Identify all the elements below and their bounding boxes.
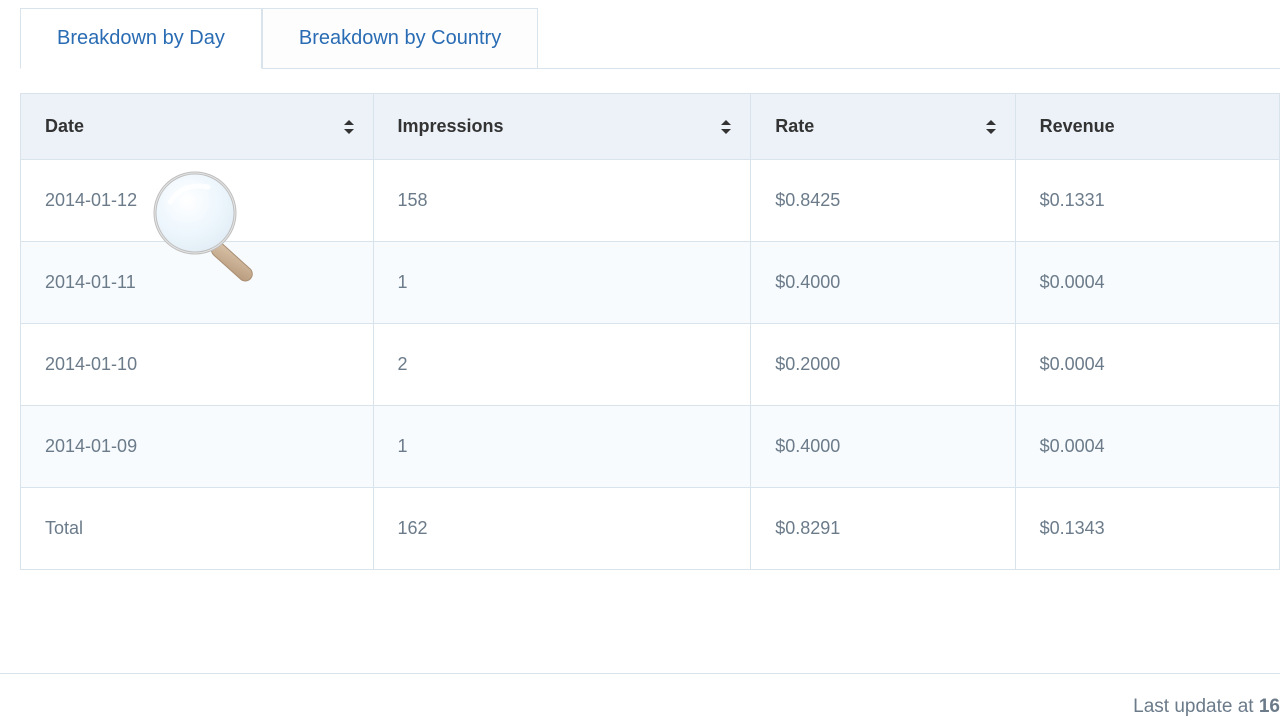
- sort-icon[interactable]: [985, 119, 997, 135]
- cell-rate: $0.4000: [751, 242, 1015, 324]
- footer-truncated-value: 16: [1259, 696, 1280, 717]
- sort-icon[interactable]: [343, 119, 355, 135]
- col-impressions[interactable]: Impressions: [373, 94, 751, 160]
- footer-text-prefix: Last update at: [1133, 696, 1259, 717]
- cell-total-label: Total: [21, 488, 374, 570]
- cell-revenue: $0.1331: [1015, 160, 1279, 242]
- cell-rate: $0.4000: [751, 406, 1015, 488]
- cell-date: 2014-01-11: [21, 242, 374, 324]
- cell-revenue: $0.0004: [1015, 242, 1279, 324]
- tab-breakdown-by-day[interactable]: Breakdown by Day: [20, 8, 262, 69]
- sort-icon[interactable]: [720, 119, 732, 135]
- cell-impressions: 158: [373, 160, 751, 242]
- cell-impressions: 1: [373, 242, 751, 324]
- tab-breakdown-by-country[interactable]: Breakdown by Country: [262, 8, 538, 68]
- table-row: 2014-01-11 1 $0.4000 $0.0004: [21, 242, 1280, 324]
- cell-rate: $0.2000: [751, 324, 1015, 406]
- table-row: 2014-01-10 2 $0.2000 $0.0004: [21, 324, 1280, 406]
- col-revenue[interactable]: Revenue: [1015, 94, 1279, 160]
- col-date[interactable]: Date: [21, 94, 374, 160]
- cell-date: 2014-01-12: [21, 160, 374, 242]
- data-table: Date Impressions Rate: [20, 93, 1280, 570]
- tabs: Breakdown by Day Breakdown by Country: [20, 8, 1280, 69]
- footer: Last update at 16: [0, 673, 1280, 718]
- cell-revenue: $0.0004: [1015, 406, 1279, 488]
- cell-total-rate: $0.8291: [751, 488, 1015, 570]
- cell-date: 2014-01-10: [21, 324, 374, 406]
- cell-impressions: 2: [373, 324, 751, 406]
- cell-date: 2014-01-09: [21, 406, 374, 488]
- cell-revenue: $0.0004: [1015, 324, 1279, 406]
- col-rate[interactable]: Rate: [751, 94, 1015, 160]
- cell-rate: $0.8425: [751, 160, 1015, 242]
- table-header-row: Date Impressions Rate: [21, 94, 1280, 160]
- cell-impressions: 1: [373, 406, 751, 488]
- cell-total-impressions: 162: [373, 488, 751, 570]
- col-impressions-label: Impressions: [398, 116, 504, 136]
- table-total-row: Total 162 $0.8291 $0.1343: [21, 488, 1280, 570]
- table-row: 2014-01-12 158 $0.8425 $0.1331: [21, 160, 1280, 242]
- cell-total-revenue: $0.1343: [1015, 488, 1279, 570]
- col-rate-label: Rate: [775, 116, 814, 136]
- col-revenue-label: Revenue: [1040, 116, 1115, 136]
- table-row: 2014-01-09 1 $0.4000 $0.0004: [21, 406, 1280, 488]
- col-date-label: Date: [45, 116, 84, 136]
